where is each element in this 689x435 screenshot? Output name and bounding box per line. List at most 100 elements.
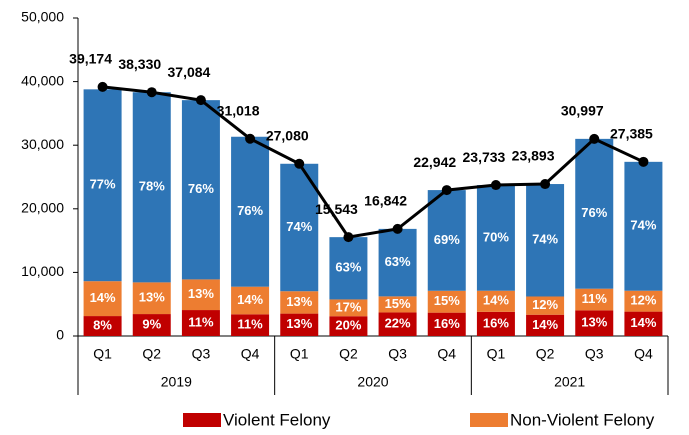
data-label: 14%: [90, 290, 116, 305]
data-label: 16%: [483, 315, 509, 330]
data-label: 63%: [385, 254, 411, 269]
legend-swatch: [470, 413, 508, 427]
total-label: 23,893: [512, 148, 555, 164]
total-marker: [540, 179, 551, 190]
data-label: 76%: [581, 205, 607, 220]
x-tick-label: Q1: [93, 346, 112, 362]
data-label: 70%: [483, 229, 509, 244]
data-label: 20%: [335, 318, 361, 333]
data-label: 11%: [582, 291, 608, 306]
x-tick-label: Q4: [437, 346, 456, 362]
data-label: 13%: [188, 286, 214, 301]
bar-segment: [575, 138, 614, 289]
bar-segment: [181, 310, 220, 336]
legend-swatch: [183, 413, 221, 427]
bar-segment: [231, 286, 270, 315]
group-label: 2019: [161, 374, 192, 390]
bar-segment: [476, 290, 515, 312]
y-tick-label: 30,000: [21, 136, 64, 152]
bar-segment: [476, 185, 515, 291]
x-tick-label: Q3: [585, 346, 604, 362]
total-label: 15,543: [315, 201, 358, 217]
group-label: 2021: [554, 374, 585, 390]
x-tick-label: Q2: [536, 346, 555, 362]
x-tick-label: Q1: [487, 346, 506, 362]
total-label: 16,842: [364, 193, 407, 209]
bar-segment: [280, 313, 319, 336]
bar-segment: [575, 310, 614, 336]
bar-segment: [427, 190, 466, 291]
data-label: 74%: [630, 218, 656, 233]
bar-segment: [526, 296, 565, 315]
y-tick-label: 50,000: [21, 9, 64, 25]
legend-label: Non-Violent Felony: [510, 410, 655, 429]
data-label: 74%: [532, 232, 558, 247]
x-tick-label: Q2: [339, 346, 358, 362]
bar-segment: [624, 290, 663, 312]
total-marker: [245, 133, 256, 144]
data-label: 15%: [385, 296, 411, 311]
y-tick-label: 40,000: [21, 72, 64, 88]
bar-segment: [378, 228, 417, 297]
bar-segment: [378, 296, 417, 313]
total-label: 37,084: [168, 64, 211, 80]
y-tick-label: 10,000: [21, 263, 64, 279]
data-label: 76%: [237, 203, 263, 218]
total-marker: [97, 81, 108, 92]
y-tick-label: 20,000: [21, 200, 64, 216]
data-label: 77%: [90, 177, 116, 192]
bar-segment: [181, 100, 220, 280]
bar-segment: [132, 282, 171, 315]
bar-segment: [280, 291, 319, 314]
total-marker: [392, 223, 403, 234]
data-label: 13%: [139, 290, 165, 305]
bar-segment: [624, 161, 663, 291]
bar-segment: [476, 311, 515, 336]
data-label: 76%: [188, 181, 214, 196]
total-marker: [490, 180, 501, 191]
y-tick-label: 0: [56, 327, 64, 343]
data-label: 9%: [142, 316, 161, 331]
total-marker: [343, 232, 354, 243]
bar-segment: [329, 299, 368, 317]
x-tick-label: Q4: [634, 346, 653, 362]
total-marker: [589, 133, 600, 144]
data-label: 14%: [532, 317, 558, 332]
x-tick-label: Q4: [241, 346, 260, 362]
total-marker: [195, 95, 206, 106]
total-line: [102, 85, 645, 239]
total-marker: [441, 185, 452, 196]
data-label: 12%: [630, 293, 656, 308]
bar-segment: [624, 311, 663, 336]
x-tick-label: Q1: [290, 346, 309, 362]
total-label: 39,174: [69, 51, 112, 67]
x-tick-label: Q2: [142, 346, 161, 362]
data-label: 11%: [237, 317, 263, 332]
bar-segment: [83, 281, 122, 317]
data-label: 11%: [188, 314, 214, 329]
bar-segment: [329, 316, 368, 336]
total-marker: [146, 87, 157, 98]
bar-segment: [378, 312, 417, 336]
group-label: 2020: [357, 374, 388, 390]
bar-segment: [181, 279, 220, 311]
bar-segment: [427, 290, 466, 313]
legend-label: Violent Felony: [223, 410, 331, 429]
total-marker: [294, 158, 305, 169]
x-tick-label: Q3: [388, 346, 407, 362]
total-label: 27,080: [266, 127, 309, 143]
bar-segment: [231, 314, 270, 336]
bar-segment: [526, 184, 565, 297]
data-label: 17%: [335, 299, 361, 314]
bar-segment: [83, 316, 122, 336]
data-label: 74%: [286, 219, 312, 234]
bar-segment: [231, 136, 270, 287]
data-label: 14%: [237, 292, 263, 307]
data-label: 13%: [581, 315, 607, 330]
data-label: 12%: [532, 297, 558, 312]
total-label: 31,018: [217, 102, 260, 118]
data-label: 78%: [139, 179, 165, 194]
total-label: 23,733: [463, 149, 506, 165]
total-marker: [638, 156, 649, 167]
